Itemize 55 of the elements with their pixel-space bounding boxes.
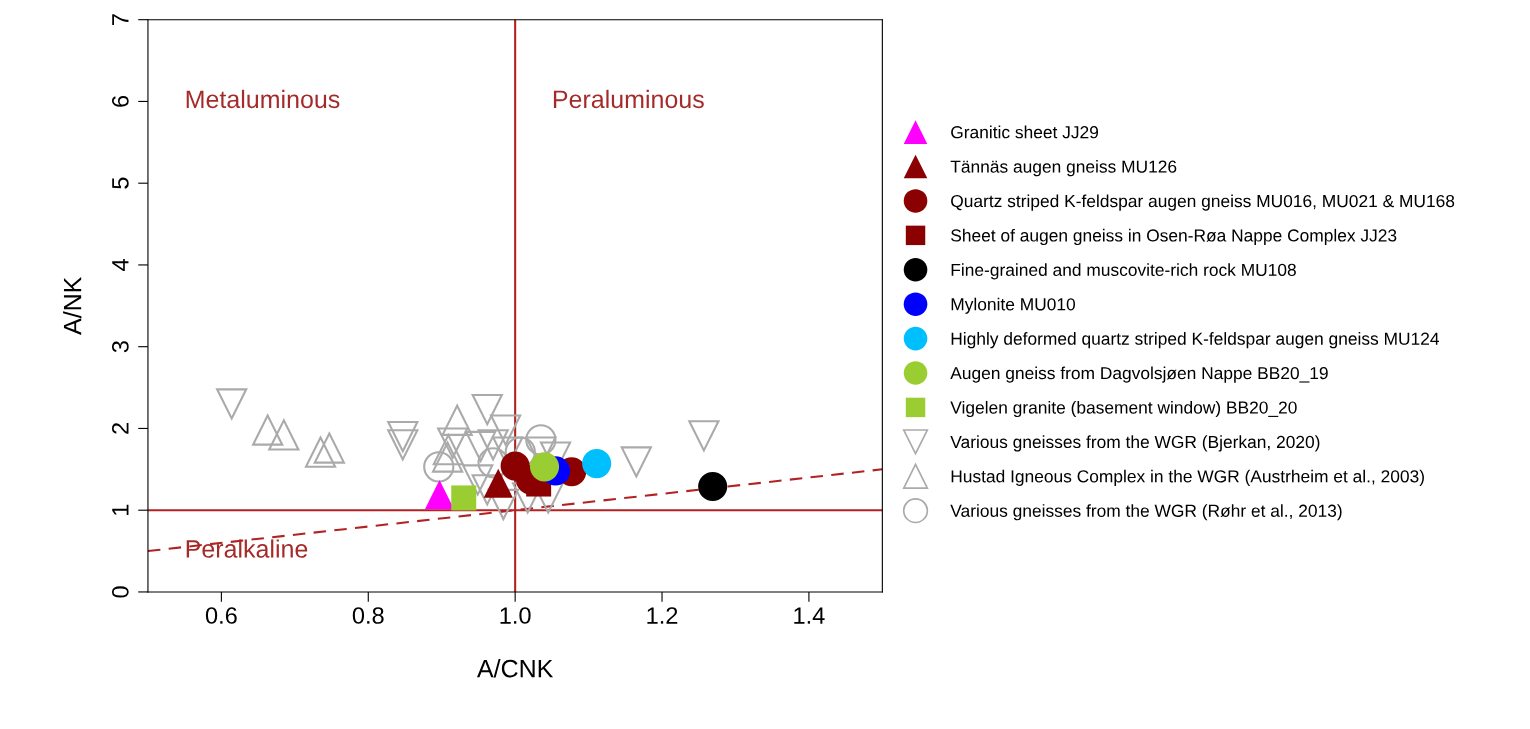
point <box>489 414 522 446</box>
x-tick-label: 0.8 <box>352 607 384 624</box>
point <box>465 430 497 463</box>
point <box>387 421 419 453</box>
point <box>431 441 464 473</box>
point <box>471 394 503 426</box>
y-tick-label: 6 <box>111 95 129 107</box>
point <box>462 464 494 496</box>
x-tick-label: 1.0 <box>500 607 531 624</box>
x-tick-label: 1.2 <box>647 607 678 624</box>
y-tick-label: 2 <box>111 423 129 434</box>
legend-label: Vigelen granite (basement window) BB20_20 <box>950 400 1297 418</box>
point <box>252 414 284 446</box>
legend-label: Granitic sheet JJ29 <box>951 125 1099 139</box>
y-tick-label: 5 <box>112 177 129 189</box>
point <box>423 451 455 483</box>
x-axis-title: A/CNK <box>477 659 554 678</box>
point <box>216 388 248 420</box>
point <box>525 424 557 456</box>
point <box>451 485 477 511</box>
legend-label: Fine-grained and muscovite-rich rock MU108 <box>951 263 1296 280</box>
legend-label: Various gneisses from the WGR (Bjerkan, 2020) <box>950 435 1320 452</box>
y-tick-label: 1 <box>112 504 129 515</box>
y-tick-label: 4 <box>112 259 129 271</box>
annotation: Peraluminous <box>553 89 704 109</box>
point <box>313 432 345 464</box>
x-tick-label: 1.4 <box>794 607 825 624</box>
y-axis-title: A/NK <box>63 276 82 335</box>
legend-label: Mylonite MU010 <box>951 297 1076 314</box>
legend-label: Hustad Igneous Complex in the WGR (Austrheim et al., 2003) <box>951 469 1424 486</box>
point <box>441 404 473 436</box>
point <box>582 449 612 479</box>
point <box>437 427 469 459</box>
legend-label: Tännäs augen gneiss MU126 <box>950 160 1177 177</box>
y-tick-label: 3 <box>111 341 129 353</box>
point <box>529 452 560 482</box>
y-tick-label: 7 <box>112 14 129 26</box>
point <box>432 434 464 466</box>
point <box>688 420 720 452</box>
point <box>387 429 419 461</box>
point <box>698 471 728 502</box>
point <box>620 446 652 478</box>
point <box>304 436 337 468</box>
legend-label: Various gneisses from the WGR (Røhr et al., 2013) <box>950 504 1342 521</box>
point <box>483 468 513 498</box>
legend-label: Augen gneiss from Dagvolsjøen Nappe BB20_19 <box>950 366 1328 383</box>
legend-label: Quartz striped K-feldspar augen gneiss MU016, MU021 & MU168 <box>951 194 1455 211</box>
annotation: Metaluminous <box>186 89 340 109</box>
x-tick-label: 0.6 <box>205 607 237 624</box>
y-tick-label: 0 <box>111 586 129 598</box>
annotation: Peralkaline <box>186 539 308 558</box>
legend-label: Highly deformed quartz striped K-feldspar augen gneiss MU124 <box>951 332 1440 349</box>
point <box>268 419 300 451</box>
legend-label: Sheet of augen gneiss in Osen-Røa Nappe Complex JJ23 <box>951 228 1397 246</box>
point <box>477 429 509 461</box>
